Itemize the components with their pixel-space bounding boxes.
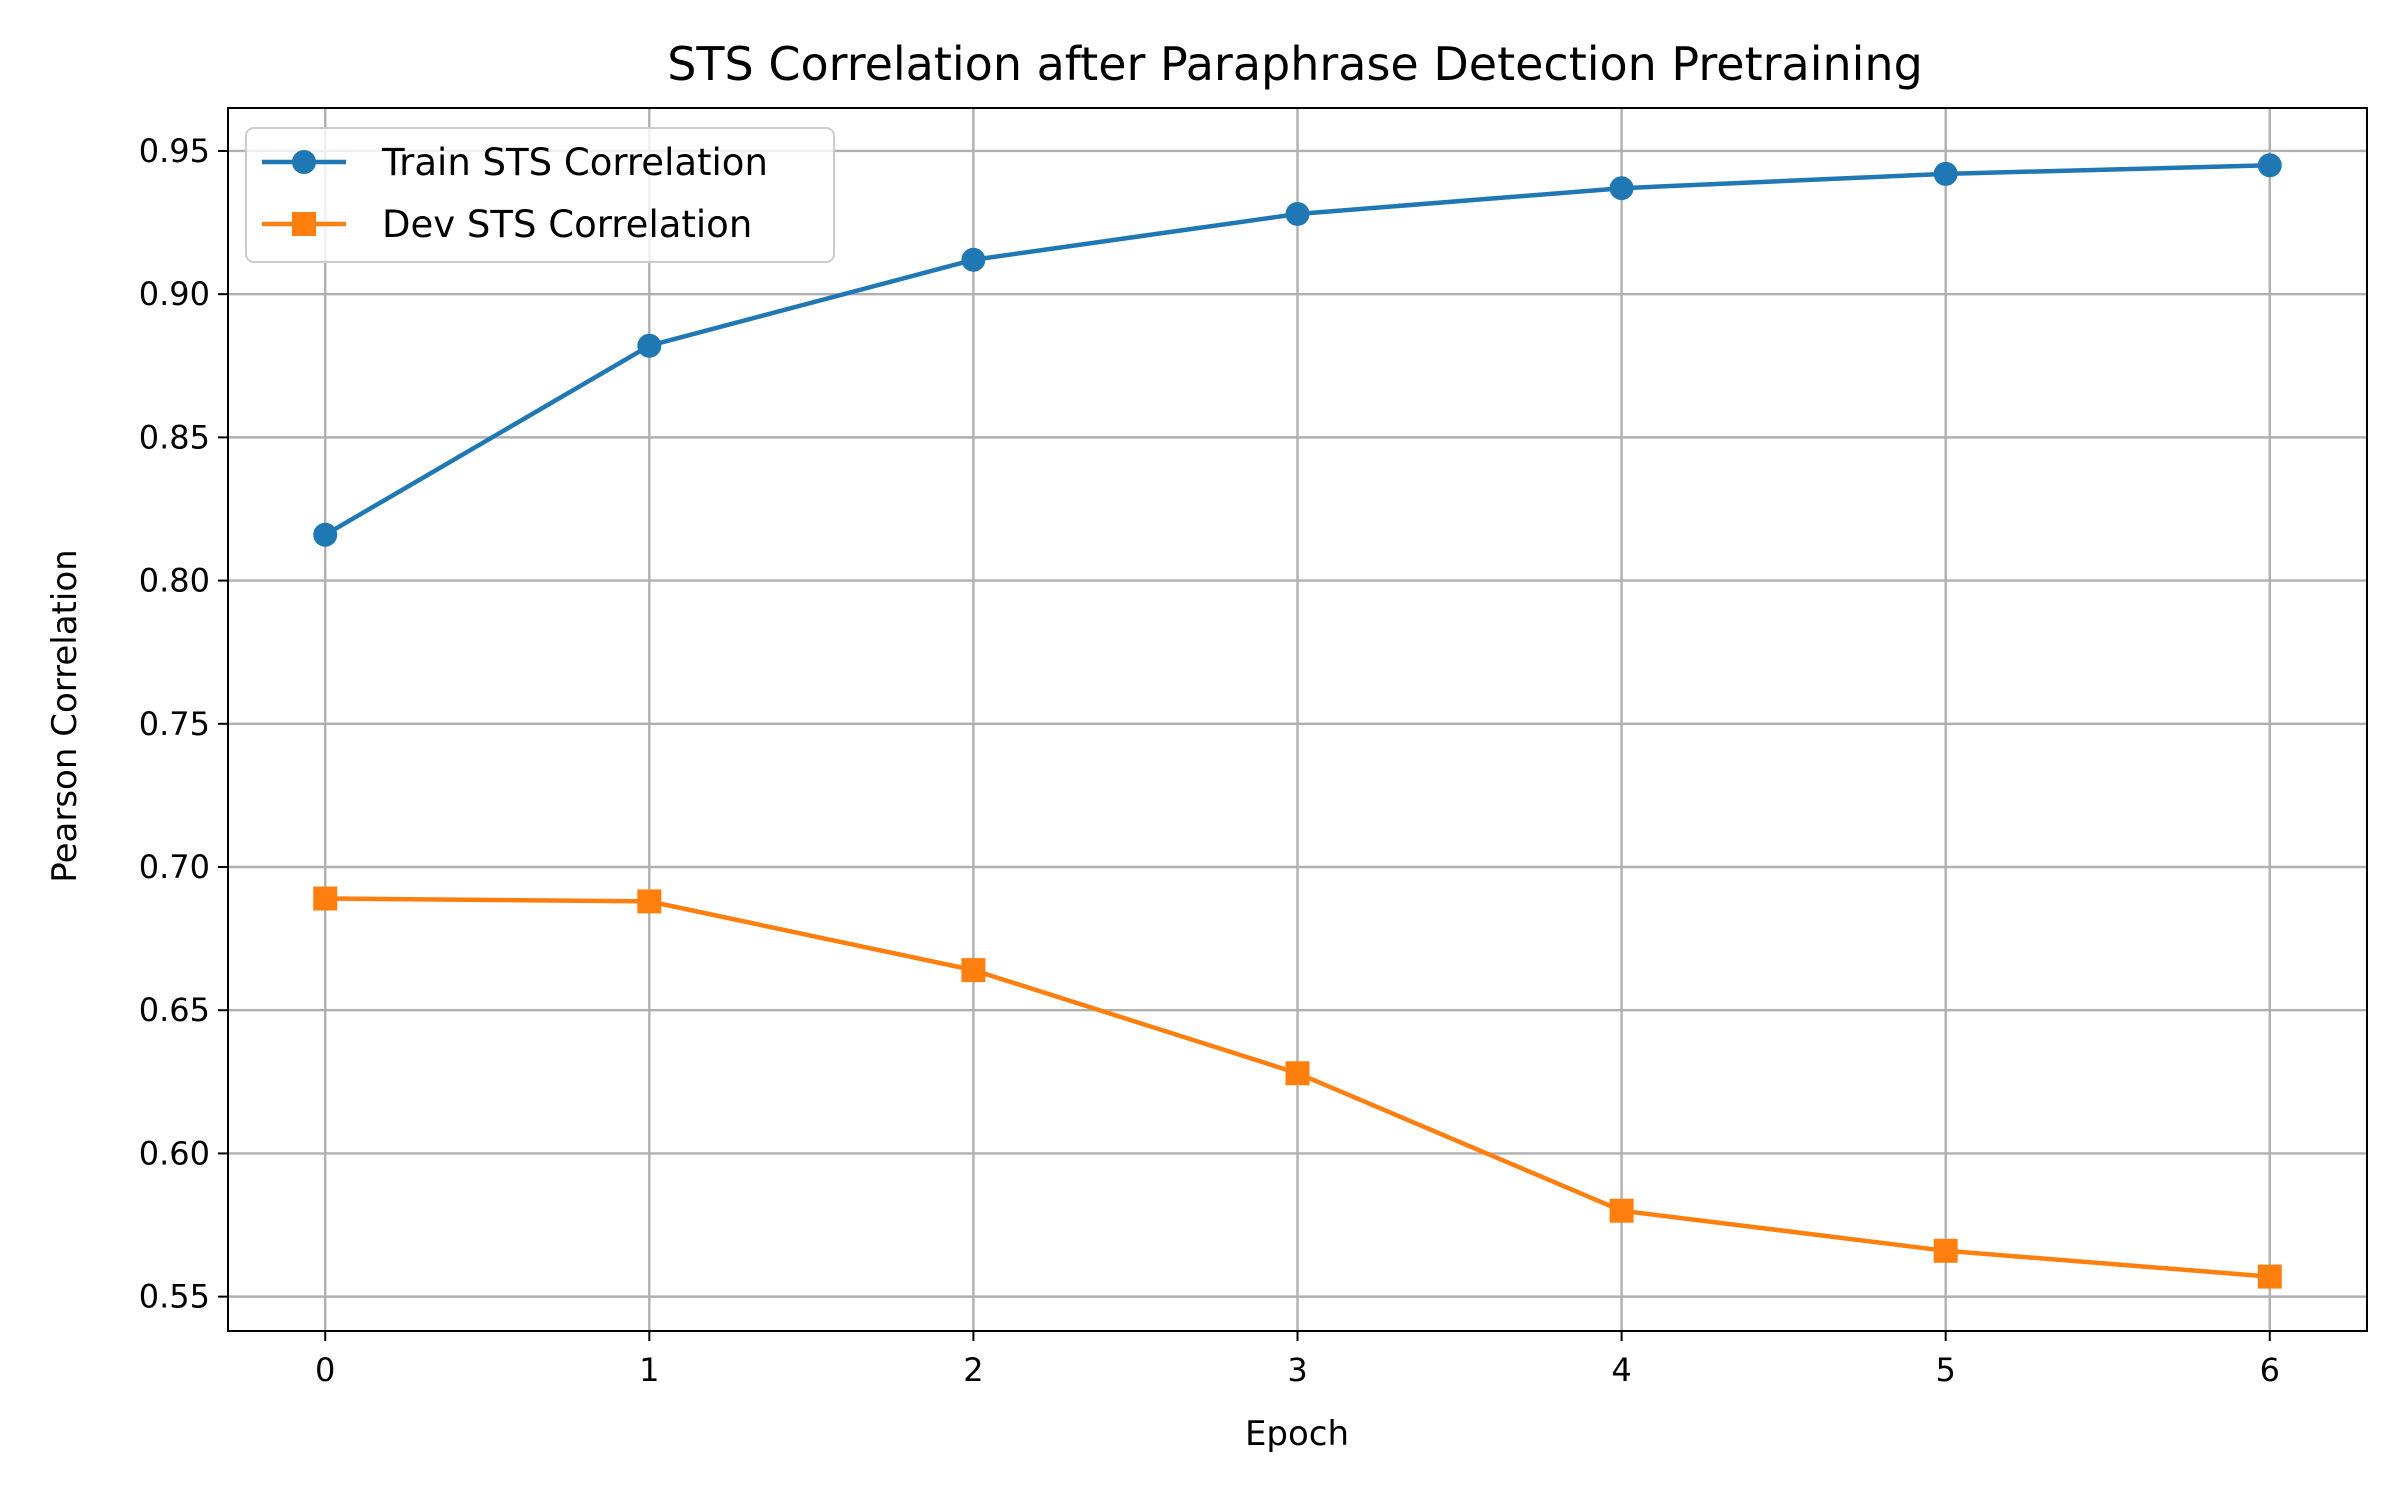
data-point	[1933, 161, 1958, 186]
series-layer	[313, 153, 2282, 1289]
x-tick-label: 2	[963, 1351, 983, 1389]
legend-marker-dev	[292, 212, 316, 236]
y-tick-label: 0.75	[139, 705, 210, 743]
y-tick-label: 0.80	[139, 562, 210, 600]
data-point	[2257, 153, 2282, 178]
x-tick-label: 3	[1287, 1351, 1307, 1389]
data-point	[1609, 176, 1634, 201]
y-tick-label: 0.85	[139, 418, 210, 456]
chart-title: STS Correlation after Paraphrase Detecti…	[667, 37, 1923, 91]
y-tick-label: 0.90	[139, 275, 210, 313]
x-axis-label: Epoch	[1245, 1414, 1349, 1454]
grid-lines	[228, 108, 2367, 1331]
data-point	[637, 333, 662, 358]
legend-item-dev: Dev STS Correlation	[262, 203, 752, 246]
legend-item-train: Train STS Correlation	[262, 141, 768, 184]
x-tick-label: 4	[1611, 1351, 1631, 1389]
data-point	[1933, 1238, 1958, 1263]
data-point	[1285, 201, 1310, 226]
legend-box	[245, 127, 835, 263]
legend-label-dev: Dev STS Correlation	[382, 203, 752, 246]
data-point	[1609, 1198, 1634, 1223]
data-point	[637, 889, 662, 914]
legend-marker-train	[292, 150, 316, 174]
data-point	[961, 247, 986, 272]
y-axis: 0.55 0.60 0.65 0.70 0.75 0.80 0.85 0.90 0.95	[139, 132, 228, 1316]
data-point	[961, 958, 986, 983]
legend: Train STS Correlation Dev STS Correlatio…	[245, 127, 835, 263]
y-tick-label: 0.55	[139, 1278, 210, 1316]
x-axis: 0 1 2 3 4 5 6	[315, 1331, 2280, 1389]
plot-area	[227, 107, 2368, 1332]
legend-label-train: Train STS Correlation	[381, 141, 768, 184]
series-train	[313, 153, 2282, 547]
series-dev	[313, 886, 2282, 1289]
y-tick-label: 0.65	[139, 991, 210, 1029]
x-tick-label: 5	[1936, 1351, 1956, 1389]
x-tick-label: 1	[639, 1351, 659, 1389]
data-point	[1285, 1061, 1310, 1086]
y-tick-label: 0.70	[139, 848, 210, 886]
data-point	[2257, 1264, 2282, 1289]
y-tick-label: 0.60	[139, 1134, 210, 1172]
x-tick-label: 6	[2260, 1351, 2280, 1389]
data-point	[313, 886, 338, 911]
y-axis-label: Pearson Correlation	[45, 549, 85, 882]
data-point	[313, 522, 338, 547]
x-tick-label: 0	[315, 1351, 335, 1389]
y-tick-label: 0.95	[139, 132, 210, 170]
